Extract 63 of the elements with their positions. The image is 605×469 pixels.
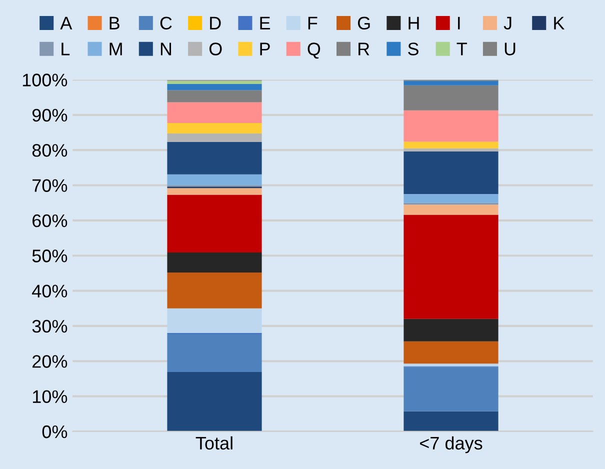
bar — [404, 151, 498, 194]
legend-label: D — [210, 16, 221, 30]
bar — [404, 110, 498, 142]
legend-label: P — [260, 42, 270, 56]
legend-label: R — [358, 42, 370, 56]
legend-label: J — [504, 16, 512, 30]
legend-label: U — [504, 42, 516, 56]
x-tick-label: Total — [196, 436, 232, 450]
legend-label: B — [110, 16, 120, 30]
bar — [404, 85, 498, 110]
legend-label: L — [62, 42, 70, 56]
y-tick-label: 60% — [32, 214, 68, 228]
bar — [167, 308, 262, 333]
legend-label: H — [408, 16, 419, 30]
bar — [404, 364, 498, 366]
y-tick-label: 40% — [32, 284, 68, 298]
bar — [167, 372, 262, 432]
y-tick-label: 0% — [42, 425, 68, 438]
bar — [167, 272, 262, 308]
y-tick-label: 70% — [32, 179, 68, 192]
y-tick-label: 90% — [32, 108, 68, 122]
legend-label: N — [160, 42, 172, 56]
bar — [167, 334, 262, 372]
legend-label: C — [160, 16, 172, 30]
bar — [167, 84, 262, 90]
y-tick-label: 50% — [32, 250, 68, 262]
bar — [404, 411, 498, 432]
bar — [404, 80, 498, 86]
legend-label: S — [408, 42, 418, 56]
bar — [404, 142, 498, 148]
legend-label: Q — [308, 42, 320, 59]
legend-label: E — [260, 16, 270, 30]
legend-label: G — [358, 16, 370, 30]
bar — [167, 102, 262, 123]
bar — [167, 188, 262, 195]
legend-label: F — [308, 16, 318, 30]
x-tick-label: <7 days — [420, 436, 482, 454]
legend-label: A — [60, 16, 72, 30]
y-tick-label: 80% — [32, 144, 68, 157]
bar — [404, 318, 498, 342]
legend-label: O — [209, 42, 222, 56]
bar — [167, 142, 262, 174]
legend-label: T — [456, 42, 467, 56]
legend-label: M — [110, 42, 122, 56]
bar — [167, 134, 262, 142]
bar — [404, 367, 498, 412]
bar — [404, 194, 498, 203]
y-tick-label: 10% — [32, 390, 68, 404]
y-tick-label: 30% — [32, 320, 68, 333]
bar — [167, 174, 262, 186]
bar — [167, 252, 262, 272]
bar — [167, 90, 262, 102]
bar — [404, 148, 498, 152]
bar — [404, 204, 498, 215]
bar — [167, 122, 262, 134]
bar — [404, 214, 498, 319]
legend-label: I — [458, 16, 460, 30]
y-tick-label: 100% — [22, 74, 68, 86]
y-tick-label: 20% — [32, 355, 68, 368]
bar — [167, 80, 262, 84]
bar — [404, 341, 498, 364]
legend-label: K — [554, 16, 565, 30]
bar — [167, 194, 262, 252]
